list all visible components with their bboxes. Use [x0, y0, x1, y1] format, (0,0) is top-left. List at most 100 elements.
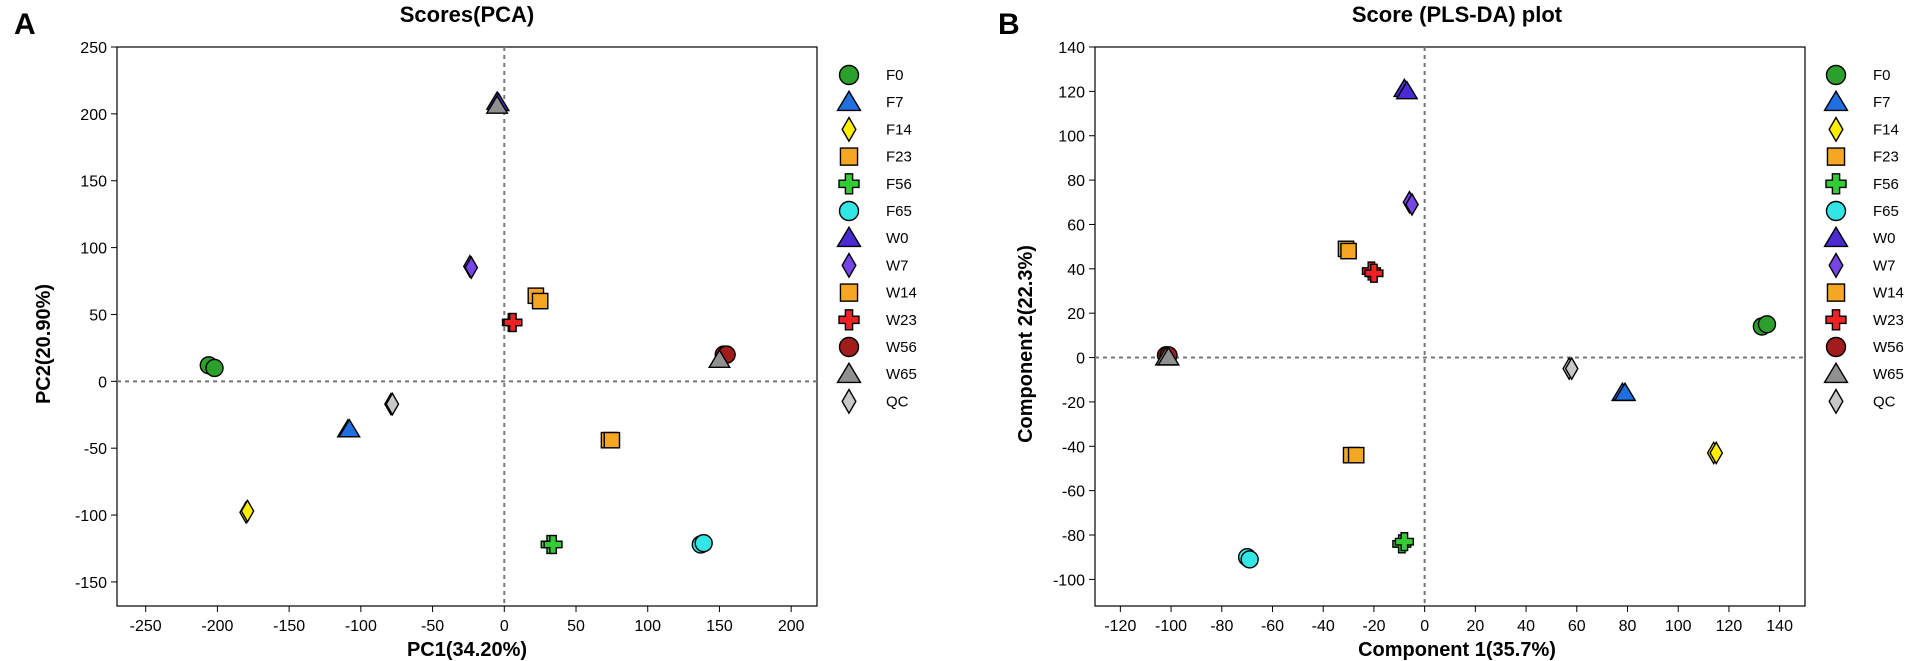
y-tick-label: 40 — [1067, 262, 1085, 279]
legend-label-f0: F0 — [886, 67, 904, 84]
point-f23 — [603, 431, 621, 449]
chart-title: Score (PLS-DA) plot — [1352, 2, 1563, 27]
legend-marker-w23 — [838, 309, 860, 331]
point-f0 — [205, 358, 224, 378]
legend-label-w0: W0 — [886, 230, 909, 247]
legend-label-w65: W65 — [1873, 366, 1904, 383]
x-tick-label: 200 — [778, 618, 805, 635]
legend-label-qc: QC — [1873, 393, 1896, 410]
legend-label-f14: F14 — [1873, 121, 1899, 138]
y-tick-label: -50 — [84, 441, 107, 458]
legend-marker-f14 — [841, 116, 857, 143]
legend-marker-qc — [1828, 388, 1844, 415]
x-tick-label: -60 — [1261, 618, 1284, 635]
y-tick-label: 100 — [1058, 129, 1085, 146]
legend-marker-f56 — [1825, 173, 1847, 195]
point-f23 — [1347, 446, 1365, 464]
legend-marker-f14 — [1828, 116, 1844, 143]
y-tick-label: 140 — [1058, 40, 1085, 57]
point-w14 — [531, 292, 549, 310]
y-tick-label: 50 — [89, 307, 107, 324]
y-tick-label: 250 — [80, 40, 107, 57]
point-w23 — [1364, 263, 1384, 283]
y-tick-label: -20 — [1062, 395, 1085, 412]
x-tick-label: 50 — [567, 618, 585, 635]
legend-marker-w0 — [1823, 225, 1849, 248]
legend-label-f7: F7 — [886, 94, 904, 111]
point-f0 — [1757, 315, 1777, 334]
x-tick-label: 120 — [1716, 618, 1743, 635]
chart-title: Scores(PCA) — [400, 2, 534, 27]
legend-marker-f65 — [1825, 200, 1847, 222]
legend-label-f65: F65 — [886, 203, 912, 220]
point-w0 — [1395, 80, 1419, 100]
legend-marker-w56 — [1825, 336, 1847, 358]
legend-marker-w7 — [841, 252, 857, 279]
legend-marker-w23 — [1825, 309, 1847, 331]
point-f65 — [694, 533, 713, 553]
legend-label-w65: W65 — [886, 366, 917, 383]
x-tick-label: -120 — [1104, 618, 1136, 635]
legend-label-w56: W56 — [1873, 339, 1904, 356]
legend-label-w14: W14 — [1873, 285, 1904, 302]
y-tick-label: -40 — [1062, 439, 1085, 456]
legend-marker-w0 — [836, 225, 862, 248]
legend-label-f56: F56 — [1873, 176, 1899, 193]
point-f14 — [240, 499, 255, 524]
legend-marker-f0 — [1825, 64, 1847, 86]
y-tick-label: 0 — [98, 374, 107, 391]
point-w14 — [1340, 242, 1357, 260]
legend-label-w23: W23 — [1873, 312, 1904, 329]
point-w65 — [707, 348, 731, 368]
legend-label-f56: F56 — [886, 176, 912, 193]
pca-chart: A Scores(PCA) PC1(34.20%) PC2(20.90%) -2… — [14, 2, 917, 661]
x-tick-label: 80 — [1619, 618, 1637, 635]
point-f7 — [337, 418, 361, 438]
x-tick-label: 40 — [1517, 618, 1535, 635]
legend: F0 F7 F14 F23 F56 F65 W0 W7 W14 W23 W56 W65 QC — [836, 64, 917, 415]
point-f56 — [1394, 532, 1414, 552]
legend-label-f23: F23 — [1873, 149, 1899, 166]
x-tick-label: -20 — [1362, 618, 1385, 635]
legend-marker-w14 — [839, 283, 859, 302]
point-f14 — [1709, 440, 1724, 465]
x-axis-label: Component 1(35.7%) — [1358, 639, 1556, 661]
x-tick-label: 100 — [1665, 618, 1692, 635]
x-tick-label: 0 — [500, 618, 509, 635]
point-f65 — [1240, 550, 1259, 569]
legend-label-w7: W7 — [1873, 257, 1896, 274]
y-tick-label: -60 — [1062, 484, 1085, 501]
legend-marker-f65 — [838, 200, 860, 222]
point-w7 — [464, 255, 479, 280]
legend-label-f7: F7 — [1873, 94, 1891, 111]
y-tick-label: 200 — [80, 107, 107, 124]
x-tick-label: 140 — [1766, 618, 1793, 635]
legend-label-f23: F23 — [886, 149, 912, 166]
legend-marker-qc — [841, 388, 857, 415]
y-tick-label: 120 — [1058, 84, 1085, 101]
point-w65 — [1157, 346, 1181, 366]
x-tick-label: -50 — [421, 618, 444, 635]
y-tick-label: 20 — [1067, 306, 1085, 323]
legend-marker-f23 — [839, 147, 859, 166]
legend-marker-w7 — [1828, 252, 1844, 279]
point-f56 — [543, 534, 563, 555]
plot-frame — [1094, 46, 1806, 607]
y-axis-label: Component 2(22.3%) — [1015, 245, 1037, 443]
x-tick-label: 150 — [706, 618, 733, 635]
plsda-chart: B Score (PLS-DA) plot Component 1(35.7%)… — [998, 2, 1904, 661]
legend-label-w0: W0 — [1873, 230, 1896, 247]
y-tick-label: 100 — [80, 241, 107, 258]
x-tick-label: 0 — [1420, 618, 1429, 635]
x-tick-label: -100 — [1155, 618, 1187, 635]
y-tick-label: -100 — [75, 508, 107, 525]
x-tick-label: -250 — [130, 618, 162, 635]
x-tick-label: -40 — [1312, 618, 1335, 635]
panel-label: A — [14, 8, 36, 41]
y-tick-label: -100 — [1053, 572, 1085, 589]
legend-label-f0: F0 — [1873, 67, 1891, 84]
legend-label-w23: W23 — [886, 312, 917, 329]
point-qc — [1564, 356, 1579, 381]
y-tick-label: 150 — [80, 174, 107, 191]
